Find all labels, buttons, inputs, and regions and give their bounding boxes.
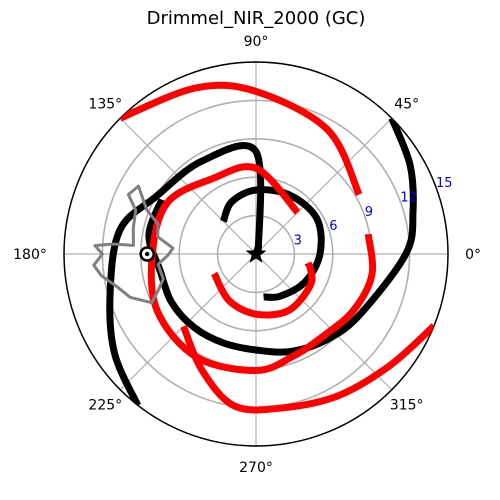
- angular-tick-label: 225°: [88, 398, 122, 414]
- radial-tick-label: 15: [436, 176, 453, 191]
- polar-frame: [63, 61, 449, 447]
- gray-contour-outline: [92, 184, 175, 305]
- radial-tick-label: 3: [294, 234, 302, 249]
- red-spiral-arm-7: [180, 323, 437, 414]
- red-spiral-arm-6: [118, 81, 363, 197]
- angular-tick-label: 0°: [465, 247, 481, 263]
- red-spiral-arm-4: [211, 261, 316, 319]
- radial-tick-label: 6: [329, 219, 337, 234]
- angular-tick-label: 90°: [244, 34, 269, 50]
- chart-title: Drimmel_NIR_2000 (GC): [147, 8, 366, 29]
- black-spiral-arm-3: [106, 142, 265, 407]
- markers: [139, 243, 267, 263]
- angular-gridline: [255, 117, 393, 255]
- axis-labels: 0° 45° 90° 135° 180° 225° 270° 315° 3 6 9 12 15: [13, 34, 481, 476]
- sun-marker-dot: [145, 251, 150, 257]
- center-star-marker: [245, 243, 267, 263]
- black-spiral-arm-1: [220, 186, 325, 301]
- angular-tick-label: 135°: [88, 96, 122, 112]
- angular-tick-label: 315°: [390, 398, 424, 414]
- radial-tick-label: 9: [365, 205, 373, 220]
- angular-gridline: [255, 253, 393, 391]
- data-series: [106, 81, 437, 414]
- angular-tick-label: 45°: [394, 96, 419, 112]
- radial-tick-label: 12: [400, 190, 417, 205]
- angular-tick-label: 270°: [239, 460, 273, 476]
- angular-tick-label: 180°: [13, 247, 47, 263]
- contour-outline: [92, 184, 175, 305]
- black-spiral-arm-2: [145, 116, 417, 356]
